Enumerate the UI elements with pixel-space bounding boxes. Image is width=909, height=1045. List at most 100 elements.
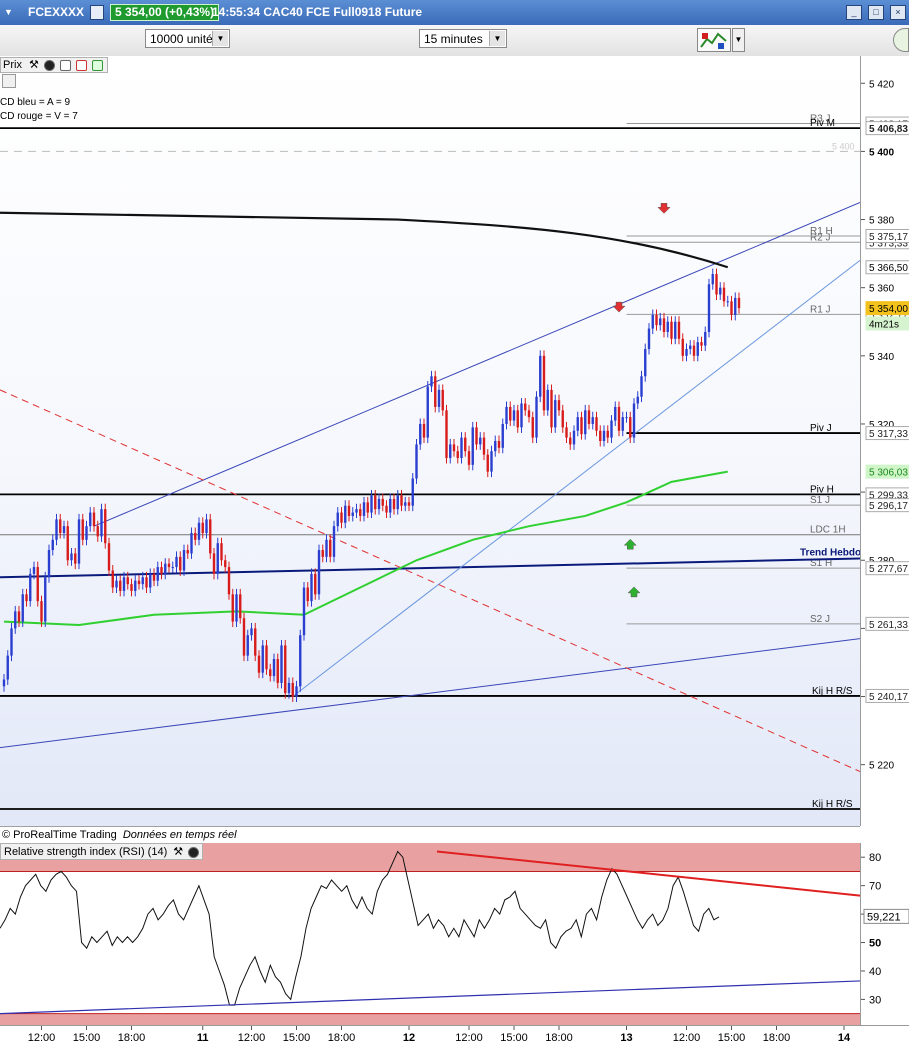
- sma-green-price-label: 5 306,03: [869, 468, 908, 479]
- candle-body: [51, 539, 54, 551]
- candle-body: [220, 543, 223, 561]
- candle-body: [152, 573, 156, 581]
- candle-body: [44, 577, 47, 622]
- candle-body: [505, 406, 508, 424]
- sync-icon[interactable]: [2, 74, 16, 88]
- note-line-2: CD rouge = V = 7: [0, 111, 78, 122]
- candle-body: [104, 509, 107, 544]
- candle-body: [692, 345, 696, 356]
- candle-body: [614, 406, 617, 421]
- level-price-label-box: [865, 561, 909, 576]
- candle-body: [40, 601, 43, 622]
- level-price-label: 5 317,33: [869, 429, 908, 440]
- add-indicator-icon[interactable]: [697, 28, 731, 52]
- candle-body: [359, 509, 362, 516]
- candle-body: [689, 345, 692, 350]
- candle-body: [587, 410, 591, 424]
- candle-body: [524, 403, 527, 411]
- close-icon[interactable]: [43, 59, 55, 71]
- wrench-icon[interactable]: ⚒: [29, 59, 39, 71]
- x-tick-label: 18:00: [118, 1032, 146, 1044]
- candle-body: [460, 437, 463, 459]
- time-axis[interactable]: 12:00 15:00 18:00 11 12:00 15:00 18:00 12 12:00 1…: [0, 1025, 909, 1045]
- candle-body: [265, 645, 268, 670]
- minimize-button[interactable]: _: [846, 5, 862, 20]
- candle-body: [396, 495, 399, 510]
- candle-body: [321, 550, 324, 557]
- candle-body: [572, 430, 576, 445]
- level-label-6: Piv H: [810, 484, 834, 495]
- candle-body: [711, 274, 714, 285]
- y-tick-label: 5 340: [869, 352, 894, 363]
- last-price-label: 5 354,00: [869, 304, 908, 315]
- candle-body: [501, 423, 504, 448]
- candle-body: [224, 560, 227, 568]
- rsi-axis[interactable]: 30405060708059,221: [860, 843, 909, 1025]
- candle-body: [666, 321, 669, 332]
- level-label-12: Kij H R/S: [812, 686, 853, 697]
- expand-icon[interactable]: [60, 59, 72, 71]
- settings-icon[interactable]: [893, 28, 909, 52]
- move-up-icon[interactable]: [92, 59, 104, 71]
- candle-body: [392, 498, 396, 510]
- source-label: © ProRealTime Trading: [2, 829, 117, 841]
- rsi-y-tick-label: 50: [869, 938, 881, 950]
- candle-body: [441, 389, 444, 411]
- candle-body: [471, 427, 474, 465]
- sell-arrow-icon: [612, 301, 626, 313]
- price-panel[interactable]: R3 J Piv M R2 J R1 H R1 J Piv J Piv H S1 J LDC 1…: [0, 56, 860, 826]
- level-label-2: R2 J: [810, 232, 831, 243]
- chevron-down-icon[interactable]: ▼: [489, 31, 505, 46]
- close-icon[interactable]: [188, 846, 200, 858]
- candle-body: [190, 532, 193, 554]
- candle-body: [171, 567, 174, 569]
- rsi-panel-header: Relative strength index (RSI) (14) ⚒: [0, 843, 204, 860]
- y-tick-label: 5 320: [869, 420, 894, 431]
- candle-body: [25, 594, 28, 602]
- rsi-support-line: [0, 980, 860, 1015]
- candle-body: [306, 587, 309, 602]
- price-panel-header: Prix ⚒: [0, 57, 108, 73]
- close-button[interactable]: ×: [890, 5, 906, 20]
- note-line-1: CD bleu = A = 9: [0, 97, 71, 108]
- add-icon[interactable]: [76, 59, 88, 71]
- candle-body: [29, 573, 32, 602]
- wrench-icon[interactable]: ⚒: [173, 846, 184, 858]
- x-tick-label: 15:00: [500, 1032, 528, 1044]
- candle-body: [377, 498, 381, 510]
- candle-body: [160, 567, 163, 574]
- candle-body: [632, 403, 636, 438]
- candle-body: [482, 437, 486, 455]
- maximize-button[interactable]: □: [868, 5, 884, 20]
- y-tick-label: 5 400: [869, 147, 894, 158]
- sma-green-line: [3, 470, 728, 626]
- candle-body: [55, 519, 58, 540]
- rsi-panel[interactable]: [0, 843, 860, 1025]
- y-tick-label: 5 380: [869, 216, 894, 227]
- candle-body: [655, 314, 658, 326]
- candle-body: [497, 441, 501, 448]
- candle-body: [351, 512, 354, 516]
- x-tick-label: 14: [838, 1032, 851, 1044]
- candle-body: [314, 573, 317, 595]
- chevron-down-icon[interactable]: ▼: [212, 31, 228, 46]
- candle-body: [175, 556, 178, 568]
- pin-icon[interactable]: [90, 5, 104, 20]
- candle-body: [576, 417, 579, 431]
- candle-body: [486, 454, 489, 472]
- period-select[interactable]: 15 minutes ▼: [419, 29, 507, 48]
- candle-body: [295, 686, 298, 697]
- candle-body: [85, 526, 88, 540]
- indicator-menu-chevron-icon[interactable]: ▼: [732, 28, 745, 52]
- level-label-13: Kij H R/S: [812, 799, 853, 810]
- candle-body: [329, 539, 332, 557]
- candle-body: [722, 287, 726, 302]
- candle-body: [737, 297, 741, 309]
- window-menu-icon[interactable]: ▼: [4, 7, 13, 17]
- rsi-value-label: 59,221: [867, 911, 901, 923]
- quantity-select[interactable]: 10000 unités ▼: [145, 29, 230, 48]
- rsi-chart[interactable]: [0, 843, 860, 1025]
- candle-body: [77, 519, 81, 564]
